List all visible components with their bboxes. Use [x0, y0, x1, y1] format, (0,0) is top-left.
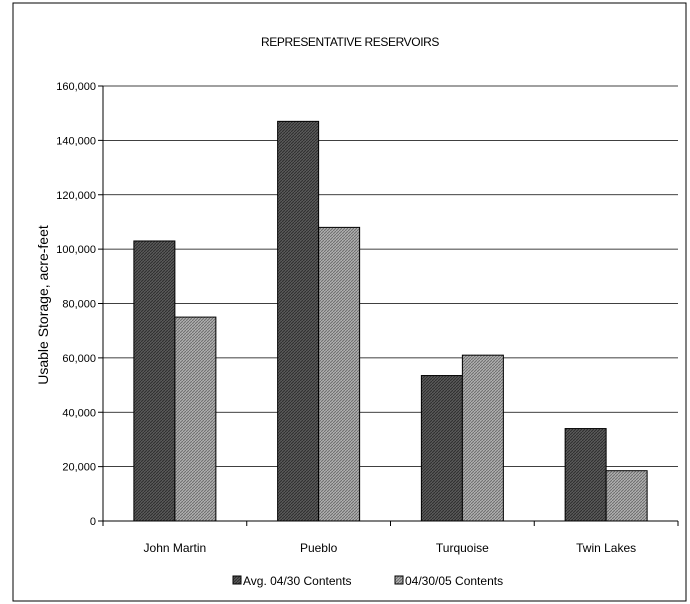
category-label: John Martin	[144, 541, 207, 555]
y-tick-label: 160,000	[56, 81, 96, 93]
bar-avg	[420, 375, 463, 522]
y-tick-labels: 0 20,000 40,000 60,000 80,000 100,000 120,000 1…	[56, 81, 96, 528]
y-tick-label: 120,000	[56, 190, 96, 202]
y-tick-label: 0	[90, 516, 96, 528]
y-tick-label: 80,000	[62, 299, 96, 311]
category-label: Turquoise	[436, 541, 489, 555]
legend: Avg. 04/30 Contents 04/30/05 Contents	[232, 574, 503, 588]
bar-current	[318, 226, 361, 522]
y-axis-label: Usable Storage, acre-feet	[35, 225, 51, 385]
category-label: Pueblo	[300, 541, 338, 555]
category-label: Twin Lakes	[576, 541, 636, 555]
bar-avg	[564, 428, 607, 522]
legend-label: 04/30/05 Contents	[405, 574, 503, 588]
legend-swatch	[394, 575, 404, 585]
bar-current	[605, 470, 648, 522]
bar-avg	[277, 120, 320, 522]
bar-current	[461, 354, 504, 522]
bars	[133, 120, 648, 522]
chart-title: REPRESENTATIVE RESERVOIRS	[261, 35, 439, 49]
y-tick-label: 100,000	[56, 244, 96, 256]
axes	[98, 85, 679, 526]
bar-avg	[133, 240, 176, 522]
category-labels: John Martin Pueblo Turquoise Twin Lakes	[144, 541, 637, 555]
y-tick-label: 140,000	[56, 135, 96, 147]
y-tick-label: 60,000	[62, 353, 96, 365]
legend-label: Avg. 04/30 Contents	[243, 574, 352, 588]
bar-current	[174, 316, 217, 522]
y-tick-label: 40,000	[62, 407, 96, 419]
y-tick-label: 20,000	[62, 462, 96, 474]
legend-swatch	[232, 575, 242, 585]
